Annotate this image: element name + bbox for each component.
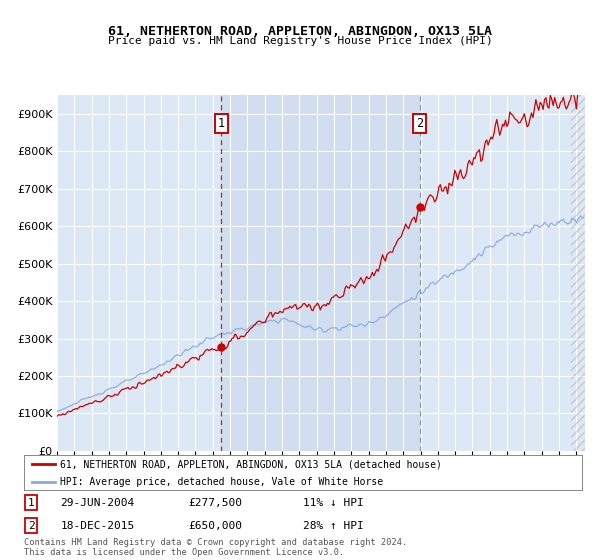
- Text: 1: 1: [218, 117, 225, 130]
- Text: 28% ↑ HPI: 28% ↑ HPI: [303, 521, 364, 530]
- Text: 11% ↓ HPI: 11% ↓ HPI: [303, 498, 364, 508]
- Bar: [571, 95, 585, 451]
- Text: £650,000: £650,000: [188, 521, 242, 530]
- Text: £277,500: £277,500: [188, 498, 242, 508]
- Text: 61, NETHERTON ROAD, APPLETON, ABINGDON, OX13 5LA: 61, NETHERTON ROAD, APPLETON, ABINGDON, …: [108, 25, 492, 38]
- Text: 18-DEC-2015: 18-DEC-2015: [60, 521, 134, 530]
- Text: HPI: Average price, detached house, Vale of White Horse: HPI: Average price, detached house, Vale…: [60, 477, 383, 487]
- Bar: [571, 95, 589, 451]
- Text: 61, NETHERTON ROAD, APPLETON, ABINGDON, OX13 5LA (detached house): 61, NETHERTON ROAD, APPLETON, ABINGDON, …: [60, 459, 442, 469]
- Text: 1: 1: [28, 498, 35, 508]
- Text: Contains HM Land Registry data © Crown copyright and database right 2024.
This d: Contains HM Land Registry data © Crown c…: [24, 538, 407, 557]
- Bar: [221, 95, 420, 451]
- Text: 2: 2: [416, 117, 424, 130]
- Text: 29-JUN-2004: 29-JUN-2004: [60, 498, 134, 508]
- Text: 2: 2: [28, 521, 35, 530]
- Text: Price paid vs. HM Land Registry's House Price Index (HPI): Price paid vs. HM Land Registry's House …: [107, 36, 493, 46]
